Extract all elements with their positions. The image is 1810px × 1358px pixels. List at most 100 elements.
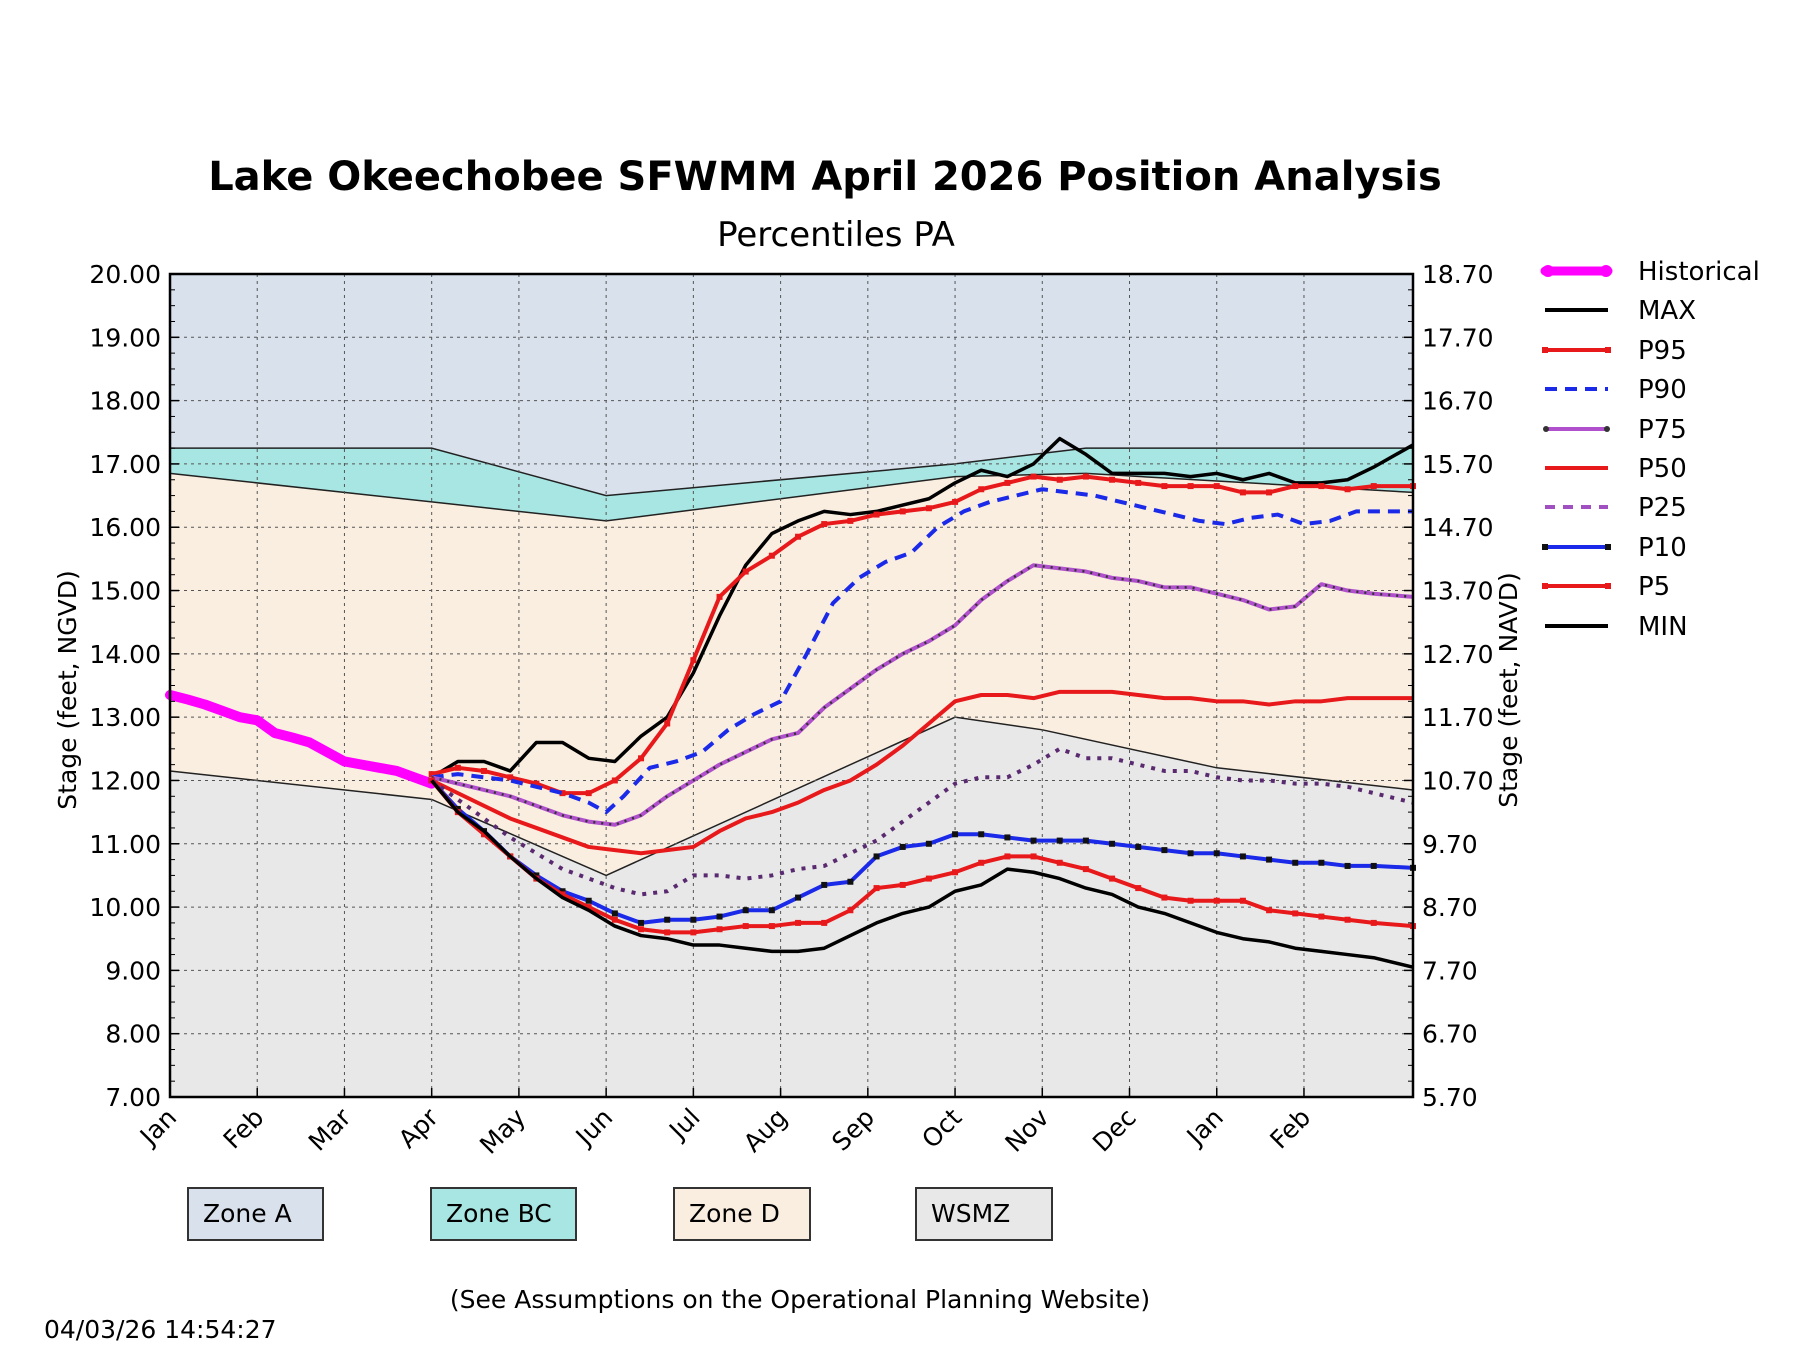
series-p75: [431, 563, 1414, 827]
series-p10-marker: [742, 907, 749, 914]
series-p50: [430, 689, 1413, 856]
x-tick-label: Feb: [1264, 1103, 1316, 1155]
legend-item-max: MAX: [1545, 296, 1696, 326]
x-tick-label: Feb: [218, 1103, 270, 1155]
x-tick-label: Jul: [662, 1103, 705, 1146]
series-p10-marker: [1135, 843, 1142, 850]
series-min: [430, 779, 1414, 969]
series-p10-marker: [559, 888, 566, 895]
series-p95-marker: [1292, 483, 1299, 490]
y-tick-label-left: 10.00: [89, 893, 161, 922]
legend-item-p50: P50: [1545, 454, 1687, 484]
zone-bc-label: Zone BC: [446, 1199, 552, 1228]
series-p10-marker: [1213, 850, 1220, 857]
series-p5-marker: [585, 904, 592, 911]
series-p95-marker: [742, 568, 749, 575]
series-p10-marker: [611, 910, 618, 917]
series-p10-marker: [454, 805, 461, 812]
series-p5-marker: [1266, 907, 1273, 914]
y-tick-label-right: 9.70: [1422, 830, 1478, 859]
zone-d-legend-box: Zone D: [673, 1187, 811, 1241]
series-p95-marker: [1056, 476, 1063, 483]
series-p5-marker: [1109, 875, 1116, 882]
legend-item-historical: Historical: [1540, 257, 1760, 287]
legend-label-p90: P90: [1638, 375, 1687, 405]
series-p5-marker: [716, 926, 723, 933]
legend: Historical MAX P95 P90 P75 P50 P25: [1540, 257, 1760, 642]
series-p95-marker: [1318, 483, 1325, 490]
series-p10-marker: [533, 872, 540, 879]
series-p95-marker: [1109, 476, 1116, 483]
series-p95-marker: [821, 521, 828, 528]
y-tick-label-right: 12.70: [1422, 640, 1494, 669]
series-p5-marker: [664, 929, 671, 936]
series-p5-marker: [925, 875, 932, 882]
y-tick-label-right: 13.70: [1422, 577, 1494, 606]
series-p10-marker: [1187, 850, 1194, 857]
series-p5-marker: [1161, 894, 1168, 901]
y-tick-label-left: 7.00: [105, 1083, 161, 1112]
series-p5-marker: [1370, 919, 1377, 926]
series-p5-marker: [1239, 897, 1246, 904]
series-p95-marker: [1370, 483, 1377, 490]
y-tick-label-right: 5.70: [1422, 1083, 1478, 1112]
series-p10-marker: [638, 919, 645, 926]
y-tick-label-left: 18.00: [89, 387, 161, 416]
series-p5-marker: [638, 926, 645, 933]
legend-label-p25: P25: [1638, 493, 1687, 523]
legend-label-p50: P50: [1638, 454, 1687, 484]
series-p95-marker: [1239, 489, 1246, 496]
wsmz-label: WSMZ: [931, 1199, 1011, 1228]
series-p5-marker: [978, 859, 985, 866]
y-tick-label-right: 18.70: [1422, 260, 1494, 289]
series-p10-marker: [899, 843, 906, 850]
series-p10-marker: [1318, 859, 1325, 866]
y-tick-label-right: 11.70: [1422, 703, 1494, 732]
series-p95-marker: [585, 790, 592, 797]
y-tick-label-left: 9.00: [105, 956, 161, 985]
series-p95-marker: [978, 486, 985, 493]
series-p5-marker: [481, 831, 488, 838]
series-p5-marker: [821, 919, 828, 926]
legend-label-p5: P5: [1638, 572, 1670, 602]
y-tick-label-left: 14.00: [89, 640, 161, 669]
series-p10-marker: [1344, 862, 1351, 869]
series-p10-marker: [1056, 837, 1063, 844]
y-tick-label-left: 20.00: [89, 260, 161, 289]
chart-subtitle: Percentiles PA: [717, 215, 955, 255]
x-tick-label: Mar: [303, 1102, 357, 1156]
y-tick-label-left: 11.00: [89, 830, 161, 859]
zone-d-label: Zone D: [689, 1199, 780, 1228]
y-tick-label-left: 17.00: [89, 450, 161, 479]
legend-item-p5: P5: [1542, 572, 1670, 602]
series-p5: [430, 779, 1414, 935]
y-tick-label-right: 14.70: [1422, 513, 1494, 542]
y-tick-label-right: 6.70: [1422, 1020, 1478, 1049]
y-tick-label-right: 17.70: [1422, 323, 1494, 352]
y-tick-label-left: 16.00: [89, 513, 161, 542]
footnote: (See Assumptions on the Operational Plan…: [449, 1285, 1151, 1314]
series-p90: [431, 487, 1413, 815]
wsmz-legend-box: WSMZ: [915, 1187, 1053, 1241]
series-p95-marker: [533, 780, 540, 787]
legend-label-p95: P95: [1638, 336, 1687, 366]
legend-item-min: MIN: [1545, 612, 1688, 642]
x-tick-label: Aug: [738, 1103, 793, 1158]
zone-bc-legend-box: Zone BC: [430, 1187, 577, 1241]
y-tick-label-left: 15.00: [89, 577, 161, 606]
series-p10-marker: [690, 916, 697, 923]
series-p95-marker: [1187, 483, 1194, 490]
x-tick-label: Jan: [1180, 1103, 1229, 1152]
legend-label-p75: P75: [1638, 415, 1687, 445]
x-tick-label: Sep: [826, 1103, 880, 1157]
series-p95-marker: [1344, 486, 1351, 493]
series-p5-marker: [795, 919, 802, 926]
y-tick-label-right: 16.70: [1422, 387, 1494, 416]
series-p10-marker: [1030, 837, 1037, 844]
series-p95-marker: [1266, 489, 1273, 496]
series-p95-marker: [1213, 483, 1220, 490]
y-tick-label-right: 7.70: [1422, 956, 1478, 985]
y-tick-label-left: 13.00: [89, 703, 161, 732]
series-historical: [165, 689, 437, 789]
y-tick-label-left: 12.00: [89, 766, 161, 795]
